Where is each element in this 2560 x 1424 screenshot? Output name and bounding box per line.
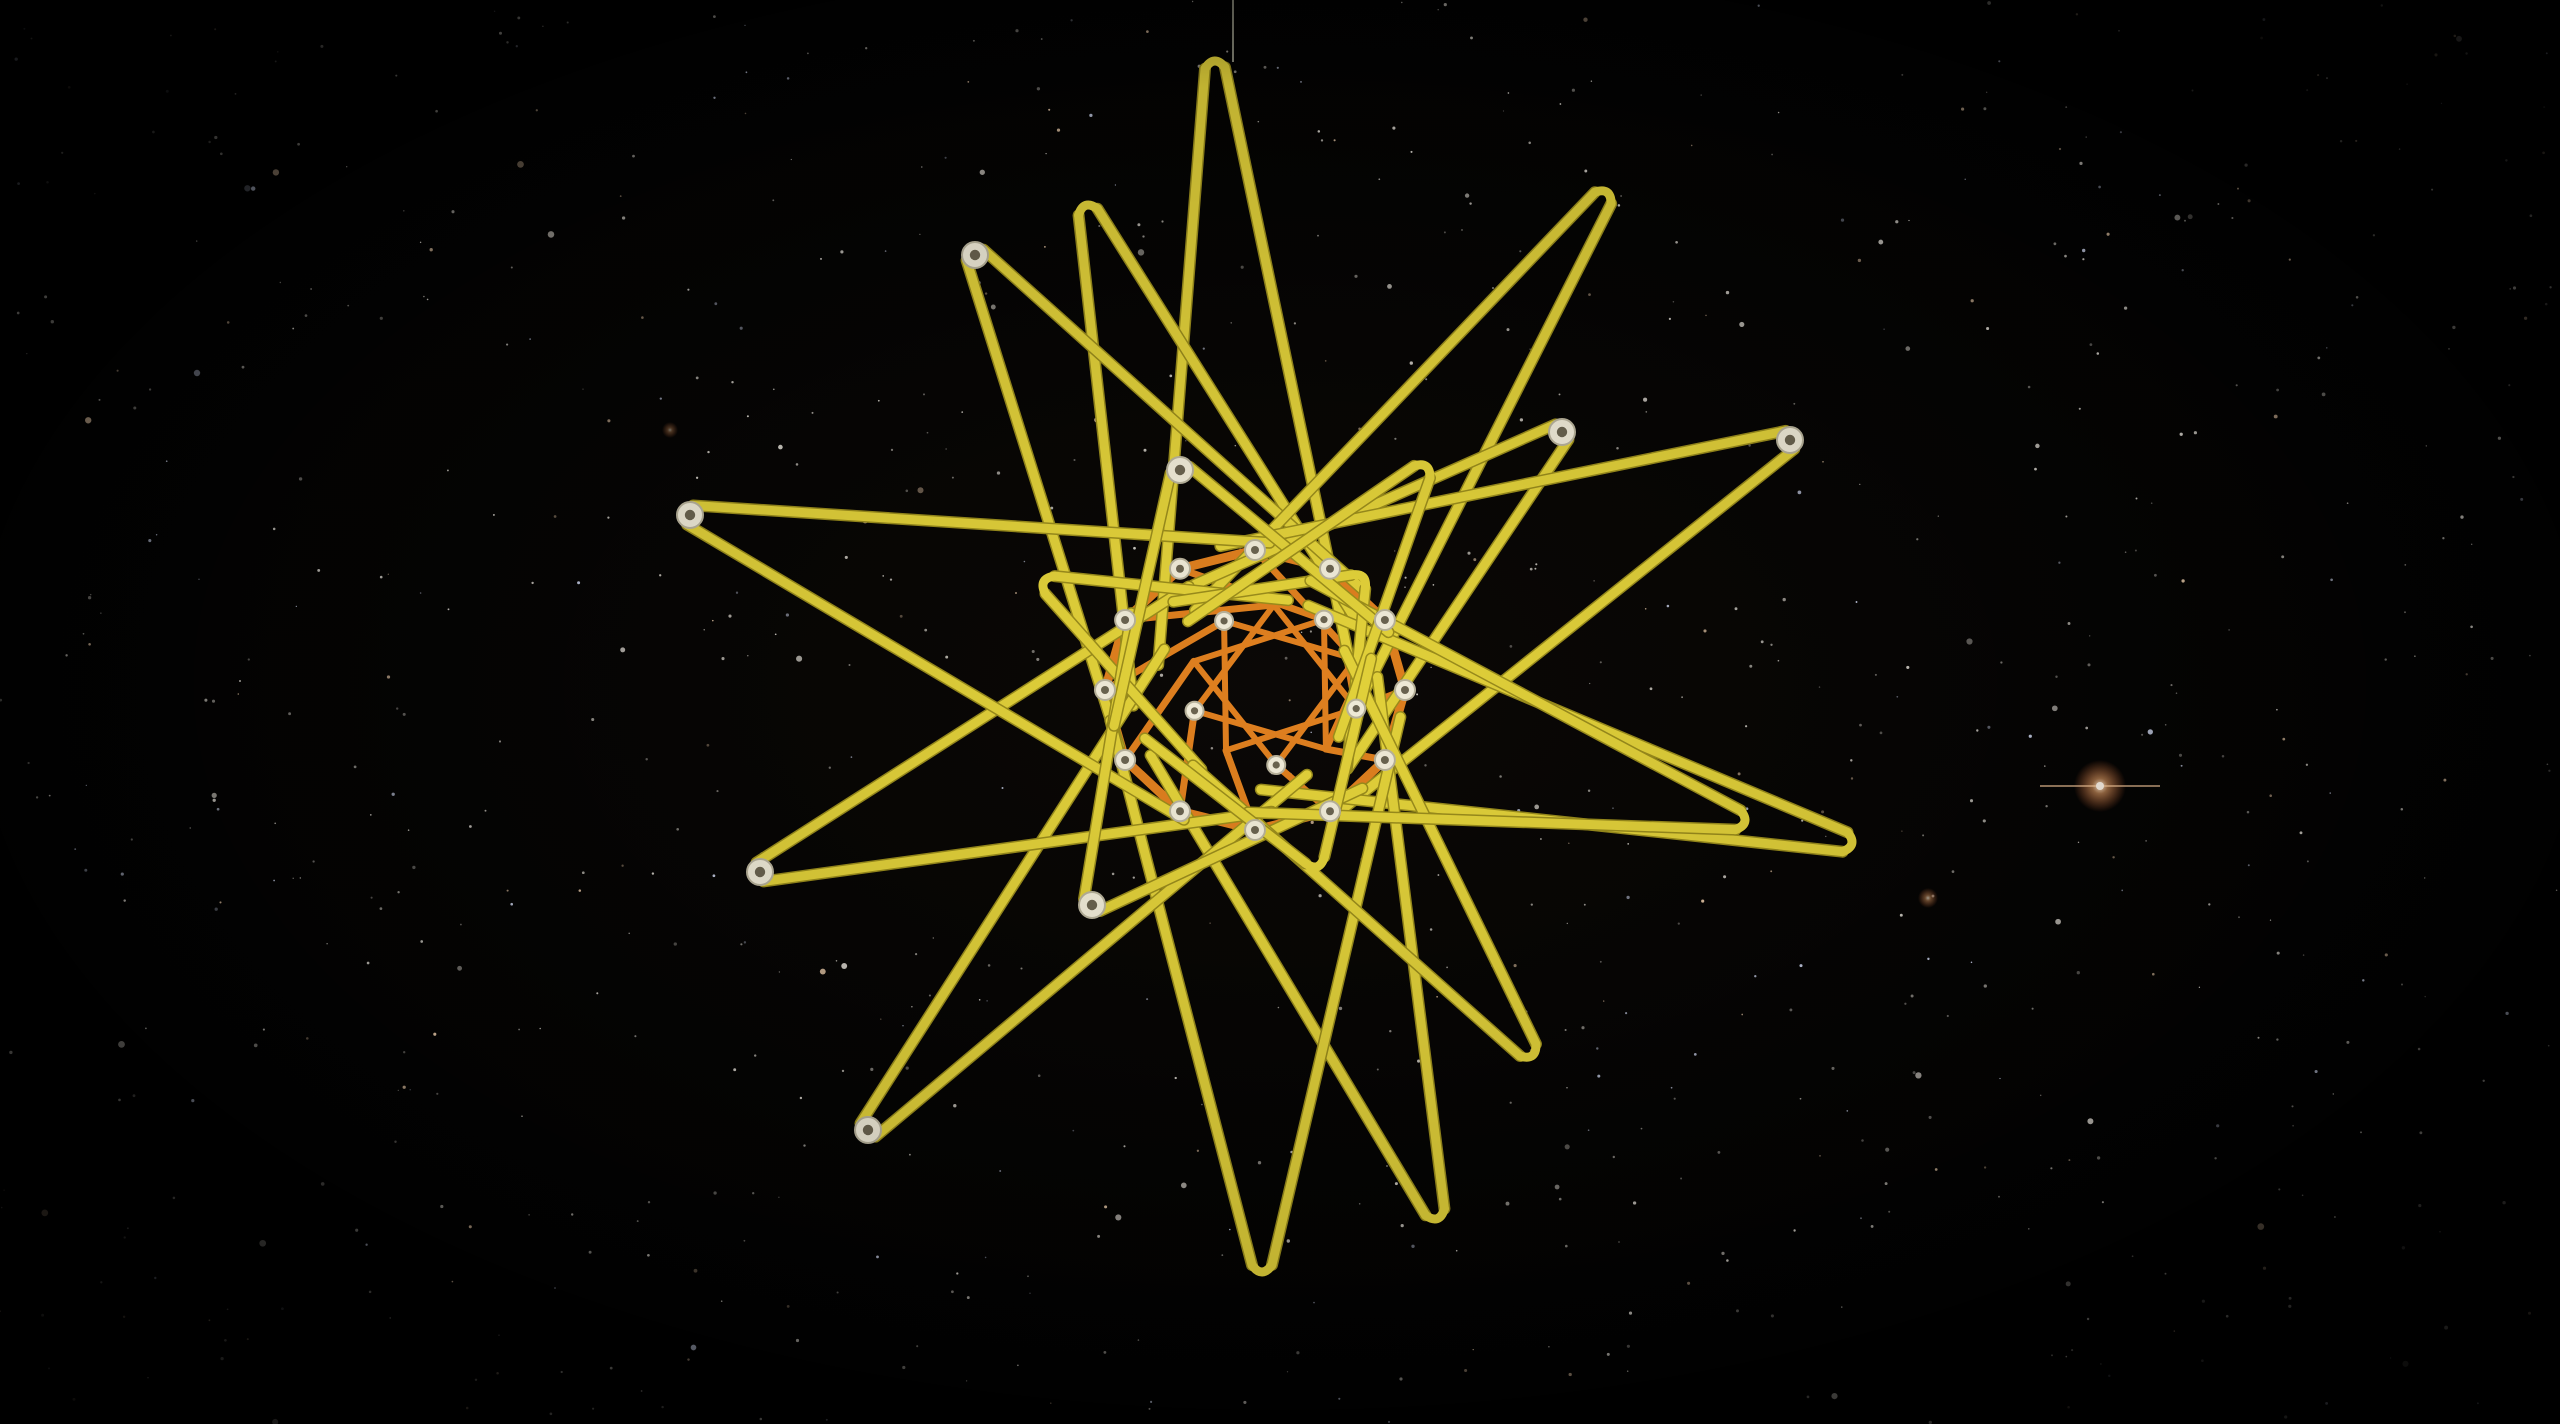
star-ornament-photo [0, 0, 2560, 1424]
vignette-overlay [0, 0, 2560, 1424]
photo-scene [0, 0, 2560, 1424]
